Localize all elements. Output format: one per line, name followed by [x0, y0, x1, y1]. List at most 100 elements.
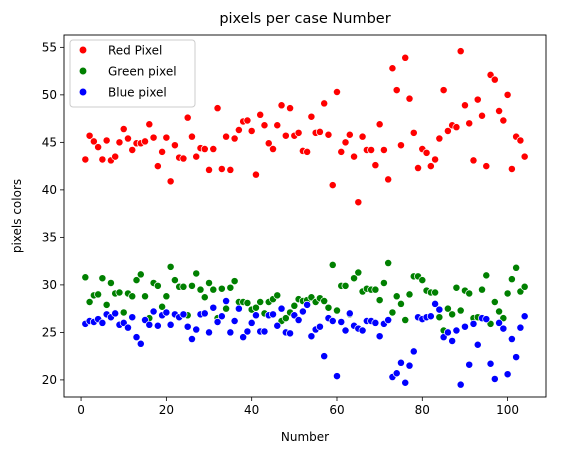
data-point	[234, 126, 243, 134]
data-point	[392, 369, 401, 378]
data-point	[465, 360, 474, 369]
data-point	[209, 145, 218, 153]
data-point	[243, 116, 252, 125]
data-point	[183, 322, 192, 331]
x-tick-label: 80	[415, 403, 430, 417]
plot-frame	[63, 34, 547, 398]
data-point	[94, 143, 103, 152]
data-point	[520, 282, 529, 291]
data-point	[200, 145, 209, 153]
legend-entry-label: Green pixel	[108, 65, 177, 79]
data-point	[294, 128, 303, 137]
data-point	[503, 370, 512, 379]
data-point	[247, 127, 256, 135]
data-point	[209, 285, 218, 294]
legend-entry-label: Red Pixel	[108, 44, 162, 58]
data-point	[486, 359, 495, 368]
legend-marker	[78, 87, 88, 97]
data-point	[371, 285, 380, 294]
data-point	[213, 104, 222, 113]
data-point	[435, 313, 444, 322]
data-point	[307, 332, 316, 341]
data-point	[162, 308, 171, 317]
y-tick-label: 20	[42, 373, 57, 387]
chart-marks	[81, 47, 529, 389]
data-point	[448, 336, 457, 345]
data-point	[119, 125, 128, 134]
data-point	[371, 161, 380, 170]
data-point	[358, 132, 367, 141]
data-point	[149, 307, 158, 316]
data-point	[443, 127, 452, 135]
y-axis-label: pixels colors	[10, 179, 24, 253]
y-tick-label: 50	[42, 88, 57, 102]
data-point	[89, 137, 98, 146]
data-point	[320, 297, 329, 305]
data-point	[333, 88, 341, 96]
data-point	[375, 296, 384, 305]
data-point	[230, 317, 239, 325]
data-point	[465, 289, 474, 298]
data-point	[132, 276, 141, 285]
data-point	[192, 269, 201, 278]
y-tick-label: 45	[42, 135, 57, 149]
y-tick-label: 40	[42, 183, 57, 197]
data-point	[115, 288, 124, 297]
data-point	[226, 165, 235, 174]
x-tick-label: 0	[77, 403, 85, 417]
data-point	[222, 132, 231, 141]
data-point	[230, 134, 239, 143]
data-point	[431, 155, 440, 164]
data-point	[384, 316, 393, 324]
data-point	[98, 318, 107, 327]
data-point	[290, 301, 299, 310]
data-point	[273, 291, 282, 300]
data-point	[260, 121, 269, 130]
data-point	[507, 165, 516, 173]
data-point	[281, 131, 290, 140]
data-point	[482, 315, 491, 324]
legend-entry-label: Blue pixel	[108, 86, 167, 100]
data-point	[409, 347, 418, 356]
data-point	[141, 292, 149, 301]
legend-marker	[78, 66, 88, 76]
data-point	[277, 101, 286, 110]
data-point	[397, 358, 405, 367]
series-1	[81, 259, 529, 335]
x-axis: 0 20 40 60 80 100	[77, 397, 519, 417]
data-point	[341, 138, 350, 147]
data-point	[379, 279, 388, 287]
data-point	[448, 310, 457, 319]
data-point	[499, 116, 508, 125]
data-point	[426, 162, 435, 171]
data-point	[85, 298, 94, 306]
data-point	[136, 339, 145, 348]
data-point	[226, 283, 235, 292]
data-point	[166, 320, 175, 329]
data-point	[243, 327, 252, 336]
data-point	[145, 120, 154, 129]
data-point	[158, 147, 167, 156]
data-point	[503, 90, 512, 99]
data-point	[452, 326, 461, 335]
data-point	[166, 177, 175, 186]
data-point	[81, 273, 90, 282]
data-point	[179, 282, 188, 291]
data-point	[217, 165, 226, 173]
data-point	[384, 175, 393, 184]
data-point	[264, 139, 273, 148]
data-point	[98, 155, 107, 164]
data-point	[286, 329, 295, 338]
data-point	[405, 361, 414, 370]
data-point	[102, 136, 111, 145]
data-point	[217, 284, 226, 293]
x-axis-label: Number	[281, 430, 329, 444]
data-point	[388, 64, 397, 73]
data-point	[490, 298, 499, 306]
y-axis: 20 25 30 35 40 45 50 55	[42, 40, 64, 387]
data-point	[170, 276, 179, 285]
data-point	[337, 147, 346, 156]
data-point	[452, 123, 461, 132]
data-point	[111, 152, 120, 161]
x-tick-label: 100	[496, 403, 519, 417]
